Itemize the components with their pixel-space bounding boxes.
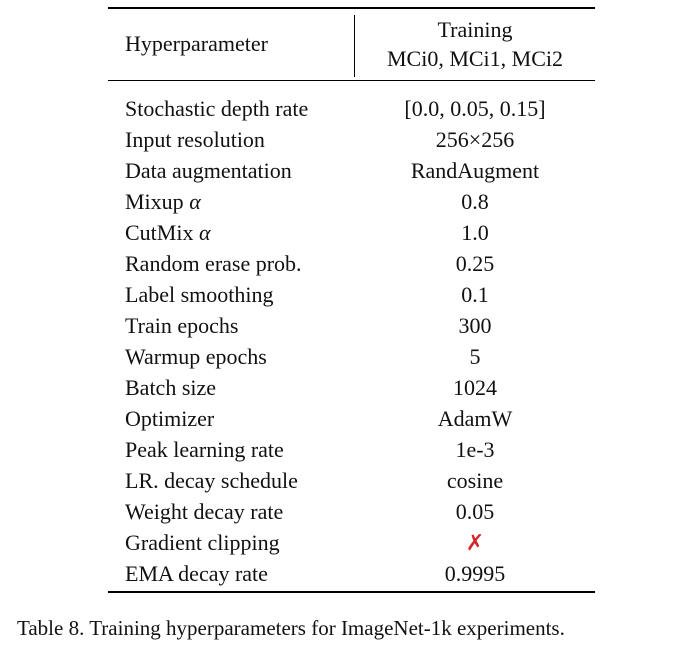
table-row: Input resolution 256×256 xyxy=(108,124,595,155)
row-name: Data augmentation xyxy=(125,158,292,183)
row-name: Train epochs xyxy=(125,313,239,338)
row-name: Warmup epochs xyxy=(125,344,267,369)
row-value: 1024 xyxy=(453,375,497,400)
table-row: Data augmentation RandAugment xyxy=(108,155,595,186)
row-value: 1e-3 xyxy=(455,437,495,462)
row-name: Peak learning rate xyxy=(125,437,284,462)
row-value: 0.9995 xyxy=(444,561,506,586)
table-header: Hyperparameter Training MCi0, MCi1, MCi2 xyxy=(108,9,595,77)
table-row: Weight decay rate 0.05 xyxy=(108,496,595,527)
row-name-prefix: CutMix xyxy=(125,220,194,245)
row-value: cosine xyxy=(446,468,504,493)
row-value: 5 xyxy=(469,344,481,369)
row-name: EMA decay rate xyxy=(125,561,268,586)
row-name: Weight decay rate xyxy=(125,499,284,524)
table-row: Random erase prob. 0.25 xyxy=(108,248,595,279)
row-value: 0.25 xyxy=(455,251,495,276)
row-value: 0.1 xyxy=(461,282,489,307)
row-name: CutMix α xyxy=(125,217,211,248)
table-row: Optimizer AdamW xyxy=(108,403,595,434)
table-row: Peak learning rate 1e-3 xyxy=(108,434,595,465)
bottom-rule xyxy=(108,591,595,593)
row-name: LR. decay schedule xyxy=(125,468,298,493)
hyperparameter-table: Hyperparameter Training MCi0, MCi1, MCi2… xyxy=(108,7,595,593)
row-value: 0.05 xyxy=(455,499,495,524)
row-value: [0.0, 0.05, 0.15] xyxy=(404,96,546,121)
row-name: Input resolution xyxy=(125,127,265,152)
header-training: Training xyxy=(437,17,513,42)
row-name: Stochastic depth rate xyxy=(125,96,309,121)
table-caption: Table 8. Training hyperparameters for Im… xyxy=(17,616,565,640)
row-value: 256×256 xyxy=(435,127,515,152)
row-value: 0.8 xyxy=(461,189,489,214)
table-row: Batch size 1024 xyxy=(108,372,595,403)
row-value: AdamW xyxy=(437,406,513,431)
row-name: Random erase prob. xyxy=(125,251,302,276)
row-name: Mixup α xyxy=(125,186,201,217)
row-name: Gradient clipping xyxy=(125,530,280,555)
table-row: EMA decay rate 0.9995 xyxy=(108,558,595,589)
table-row: Gradient clipping ✗ xyxy=(108,527,595,558)
table-row: Stochastic depth rate [0.0, 0.05, 0.15] xyxy=(108,93,595,124)
row-value: ✗ xyxy=(355,527,595,559)
table-row: Label smoothing 0.1 xyxy=(108,279,595,310)
row-name: Optimizer xyxy=(125,406,215,431)
table-row: LR. decay schedule cosine xyxy=(108,465,595,496)
row-value: 1.0 xyxy=(461,220,489,245)
table-row: Warmup epochs 5 xyxy=(108,341,595,372)
alpha-symbol: α xyxy=(189,189,201,214)
header-rule xyxy=(108,80,595,81)
header-vertical-divider xyxy=(354,15,355,77)
alpha-symbol: α xyxy=(198,220,211,245)
row-value: RandAugment xyxy=(410,158,540,183)
table-row: Train epochs 300 xyxy=(108,310,595,341)
table-row: Mixup α 0.8 xyxy=(108,186,595,217)
header-hyperparameter: Hyperparameter xyxy=(125,31,268,56)
row-name: Batch size xyxy=(125,375,217,400)
top-rule xyxy=(108,7,595,9)
header-models: MCi0, MCi1, MCi2 xyxy=(386,46,564,71)
row-name: Label smoothing xyxy=(125,282,274,307)
row-value: 300 xyxy=(458,313,492,338)
table-row: CutMix α 1.0 xyxy=(108,217,595,248)
row-name-prefix: Mixup xyxy=(125,189,184,214)
cross-mark-icon: ✗ xyxy=(465,531,485,556)
